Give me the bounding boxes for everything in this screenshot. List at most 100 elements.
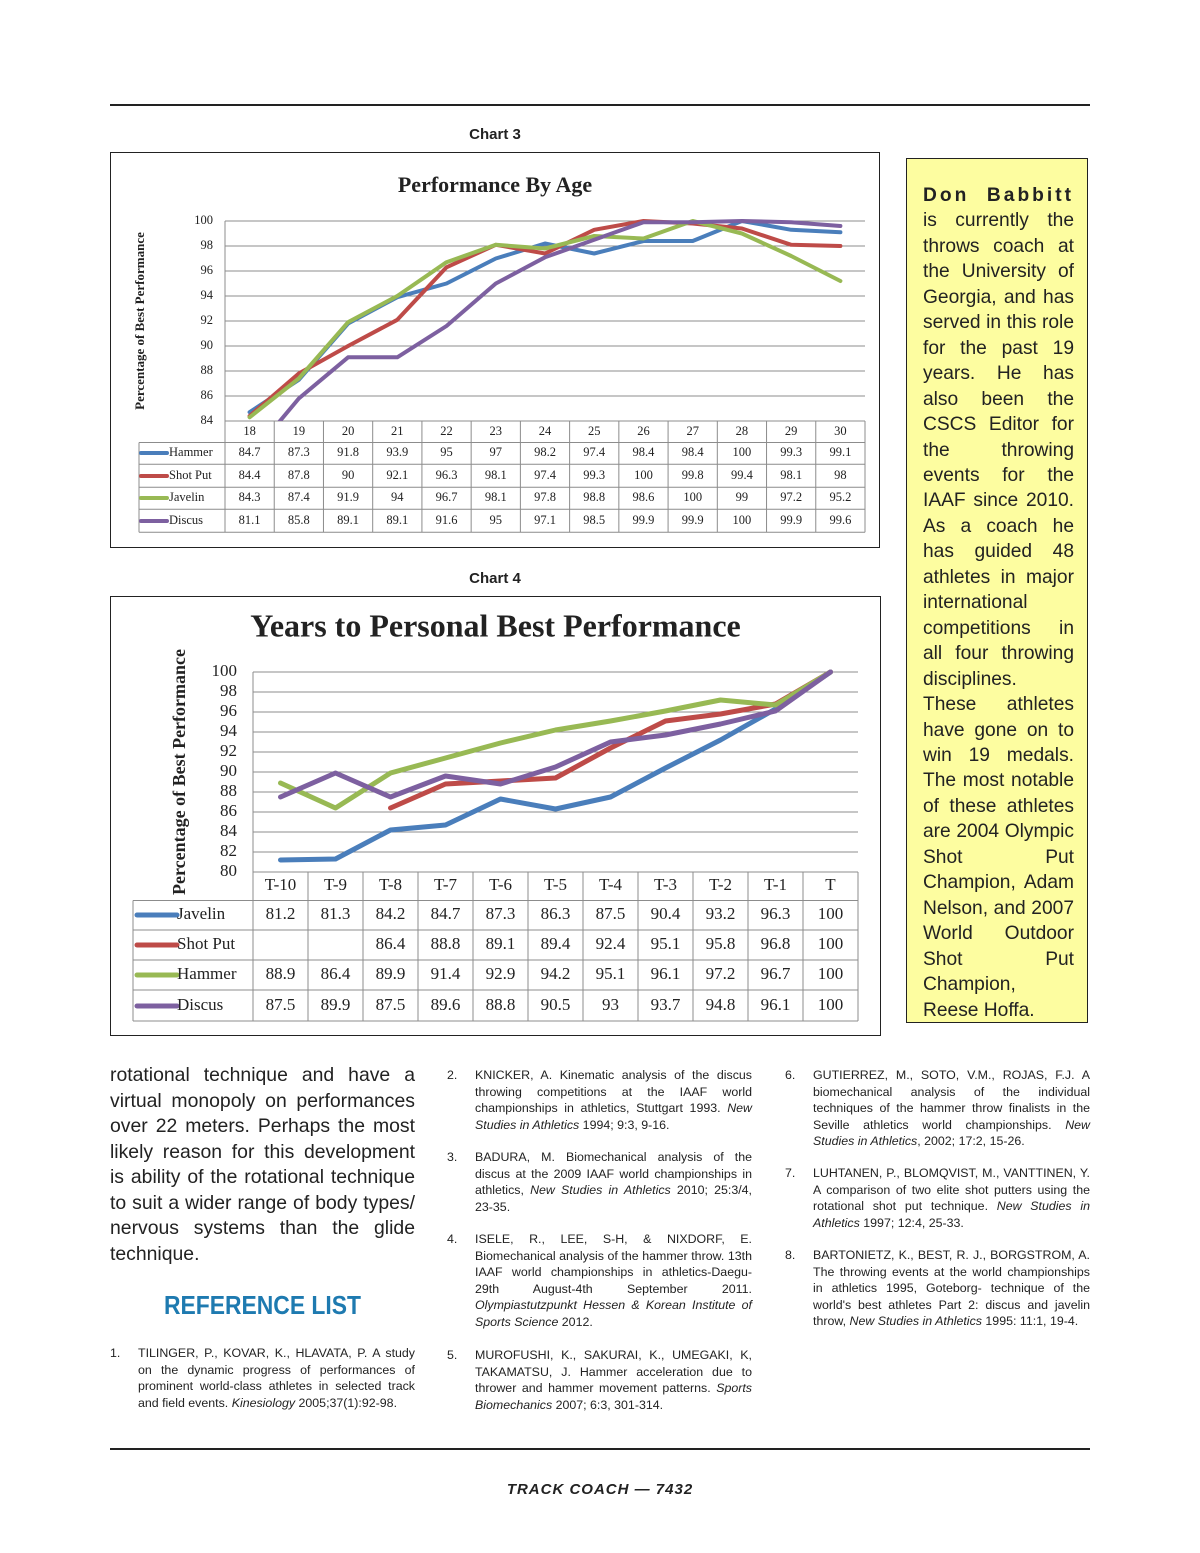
table-value: 96.1 (761, 995, 791, 1014)
reference-part: TILINGER, P., KOVAR, K., HLAVATA, P. A s… (138, 1346, 415, 1410)
table-value: 93.2 (706, 904, 736, 923)
y-tick-label: 96 (201, 263, 214, 277)
reference-text: TILINGER, P., KOVAR, K., HLAVATA, P. A s… (138, 1345, 415, 1411)
table-value: 100 (733, 445, 752, 459)
reference-part: 1995: 11:1, 19-4. (981, 1314, 1079, 1328)
y-tick-label: 92 (220, 741, 237, 760)
x-tick-label: 25 (588, 424, 601, 438)
table-value: 97.4 (534, 468, 557, 482)
x-tick-label: 29 (785, 424, 798, 438)
reference-part: 2007; 6:3, 301-314. (552, 1397, 664, 1412)
table-value: 88.9 (266, 964, 296, 983)
y-tick-label: 84 (220, 821, 238, 840)
x-tick-label: T-7 (434, 875, 457, 894)
table-value: 86.4 (321, 964, 351, 983)
table-value: 99 (736, 490, 749, 504)
table-value: 99.9 (780, 513, 802, 527)
table-value: 89.1 (337, 513, 359, 527)
chart: Years to Personal Best Performance Percen… (110, 596, 881, 1036)
reference-part: 2005;37(1):92-98. (295, 1395, 398, 1410)
reference-part: Kinesiology (231, 1395, 296, 1410)
reference-number: 3. (447, 1150, 458, 1164)
table-value: 87.8 (288, 468, 310, 482)
table-value: 100 (683, 490, 702, 504)
table-value: 100 (818, 904, 844, 923)
series-line (388, 669, 833, 811)
x-tick-label: 27 (686, 424, 699, 438)
table-value: 92.1 (386, 468, 408, 482)
legend-label: Shot Put (169, 468, 212, 482)
x-tick-label: 20 (342, 424, 355, 438)
legend-label: Hammer (177, 964, 237, 983)
legend-label: Shot Put (177, 934, 235, 953)
reference-part: Sports Biomechanics (475, 1381, 752, 1412)
table-value: 98.1 (485, 468, 507, 482)
table-value: 90.4 (651, 904, 681, 923)
reference-number: 8. (785, 1248, 796, 1262)
reference-part: KNICKER, A. Kinematic analysis of the di… (475, 1068, 752, 1115)
table-value: 85.8 (288, 513, 310, 527)
reference-number: 2. (447, 1068, 458, 1082)
y-tick-label: 84 (201, 413, 214, 427)
y-tick-label: 86 (201, 388, 214, 402)
table-value: 98.2 (534, 445, 556, 459)
reference-text: MUROFUSHI, K., SAKURAI, K., UMEGAKI, K, … (475, 1347, 752, 1413)
reference-part: ISELE, R., LEE, S-H, & NIXDORF, E. Biome… (475, 1232, 752, 1296)
table-value: 98.4 (633, 445, 656, 459)
table-value: 96.7 (436, 490, 458, 504)
table-value: 92.4 (596, 934, 626, 953)
table-value: 96.8 (761, 934, 791, 953)
table-value: 99.9 (682, 513, 704, 527)
x-tick-label: 24 (539, 424, 552, 438)
x-tick-label: T-5 (544, 875, 567, 894)
table-value: 97.4 (583, 445, 606, 459)
table-value: 81.2 (266, 904, 296, 923)
reference-part: 1994; 9:3, 9-16. (579, 1117, 670, 1132)
table-value: 100 (733, 513, 752, 527)
x-tick-label: T (825, 875, 836, 894)
table-value: 99.3 (780, 445, 802, 459)
table-value: 91.4 (431, 964, 461, 983)
reference-part: New Studies in Athletics (813, 1117, 1090, 1149)
x-tick-label: 23 (490, 424, 503, 438)
table-value: 93 (602, 995, 619, 1014)
reference-part: New Studies in Athletics (813, 1199, 1090, 1230)
y-tick-label: 90 (220, 761, 237, 780)
y-tick-label: 88 (201, 363, 214, 377)
table-value: 100 (634, 468, 653, 482)
author-name: Don Babbitt (923, 185, 1074, 206)
series-line (247, 219, 843, 420)
table-value: 93.9 (386, 445, 408, 459)
chart: Performance By Age Percentage of Best Per… (110, 152, 880, 548)
x-tick-label: 21 (391, 424, 404, 438)
y-tick-label: 94 (201, 288, 214, 302)
x-tick-label: T-4 (599, 875, 622, 894)
table-value: 89.6 (431, 995, 461, 1014)
chart-title: Years to Personal Best Performance (250, 607, 741, 643)
series-line (247, 219, 843, 418)
author-box: Don Babbitt is currently the throws coac… (906, 158, 1088, 1023)
table-value: 98 (834, 468, 847, 482)
table-value: 87.4 (288, 490, 311, 504)
reference-part: New Studies in Athletics (475, 1101, 752, 1132)
reference-part: MUROFUSHI, K., SAKURAI, K., UMEGAKI, K, … (475, 1348, 752, 1395)
table-value: 89.4 (541, 934, 571, 953)
table-value: 98.6 (633, 490, 655, 504)
table-value: 92.9 (486, 964, 516, 983)
x-tick-label: T-10 (265, 875, 297, 894)
x-tick-label: 19 (293, 424, 306, 438)
reference-part: , 2002; 17:2, 15-26. (917, 1134, 1025, 1148)
author-text: is currently the throws coach at the Uni… (923, 210, 1074, 1021)
table-value: 96.7 (761, 964, 791, 983)
reference-text: BADURA, M. Biomechanical analysis of the… (475, 1149, 752, 1215)
table-value: 87.3 (288, 445, 310, 459)
y-tick-label: 100 (212, 661, 238, 680)
top-rule (110, 104, 1090, 106)
x-tick-label: T-8 (379, 875, 402, 894)
y-tick-label: 96 (220, 701, 237, 720)
reference-number: 4. (447, 1232, 458, 1246)
body-paragraph: rotational technique and have a virtual … (110, 1064, 415, 1265)
chart-title: Performance By Age (398, 172, 592, 197)
reference-text: LUHTANEN, P., BLOMQVIST, M., VANTTINEN, … (813, 1165, 1090, 1231)
x-tick-label: 30 (834, 424, 847, 438)
